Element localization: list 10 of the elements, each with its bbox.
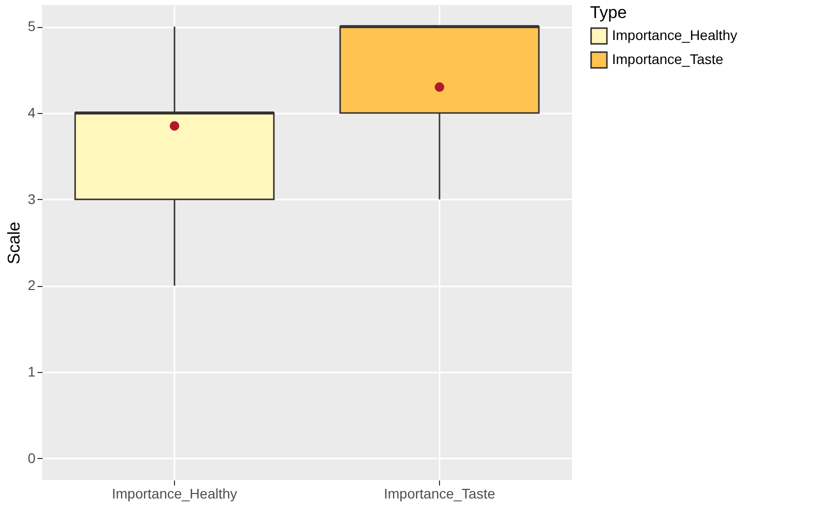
legend-title: Type <box>590 3 627 22</box>
y-tick-label: 5 <box>28 18 36 34</box>
y-tick-label: 2 <box>28 277 36 294</box>
legend-label: Importance_Healthy <box>612 27 738 43</box>
y-tick-label: 1 <box>28 364 36 380</box>
y-tick-label: 3 <box>28 190 36 207</box>
y-axis-title: Scale <box>4 222 24 264</box>
y-tick-label: 4 <box>28 104 36 120</box>
legend-label: Importance_Taste <box>612 51 724 67</box>
y-tick-label: 0 <box>28 450 36 466</box>
